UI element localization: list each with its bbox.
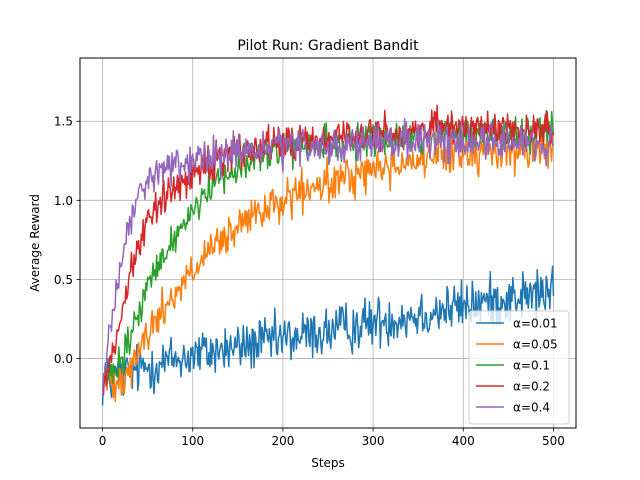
y-tick-label: 0.5 <box>54 273 73 287</box>
x-tick-label: 500 <box>542 434 565 448</box>
x-tick-label: 200 <box>271 434 294 448</box>
legend-label: α=0.2 <box>513 380 550 394</box>
y-tick-label: 1.0 <box>54 194 73 208</box>
chart-title: Pilot Run: Gradient Bandit <box>237 38 419 54</box>
y-tick-label: 0.0 <box>54 352 73 366</box>
x-tick-label: 100 <box>181 434 204 448</box>
y-axis-label: Average Reward <box>28 194 42 292</box>
legend-label: α=0.05 <box>513 338 558 352</box>
legend-label: α=0.4 <box>513 401 550 415</box>
x-tick-label: 300 <box>362 434 385 448</box>
ticks: 0 100 200 300 400 500 0.0 0.5 1.0 1.5 <box>54 115 565 448</box>
plot-area <box>101 104 555 406</box>
legend-label: α=0.01 <box>513 317 558 331</box>
x-tick-label: 0 <box>99 434 107 448</box>
series-group <box>101 104 555 406</box>
y-tick-label: 1.5 <box>54 115 73 129</box>
legend: α=0.01 α=0.05 α=0.1 α=0.2 α=0.4 <box>468 310 570 425</box>
series-line <box>101 117 555 395</box>
x-axis-label: Steps <box>311 456 345 470</box>
legend-box <box>468 310 570 425</box>
legend-label: α=0.1 <box>513 359 550 373</box>
axes-frame <box>79 57 577 429</box>
series-line <box>101 122 555 403</box>
x-tick-label: 400 <box>452 434 475 448</box>
series-line <box>101 265 555 406</box>
